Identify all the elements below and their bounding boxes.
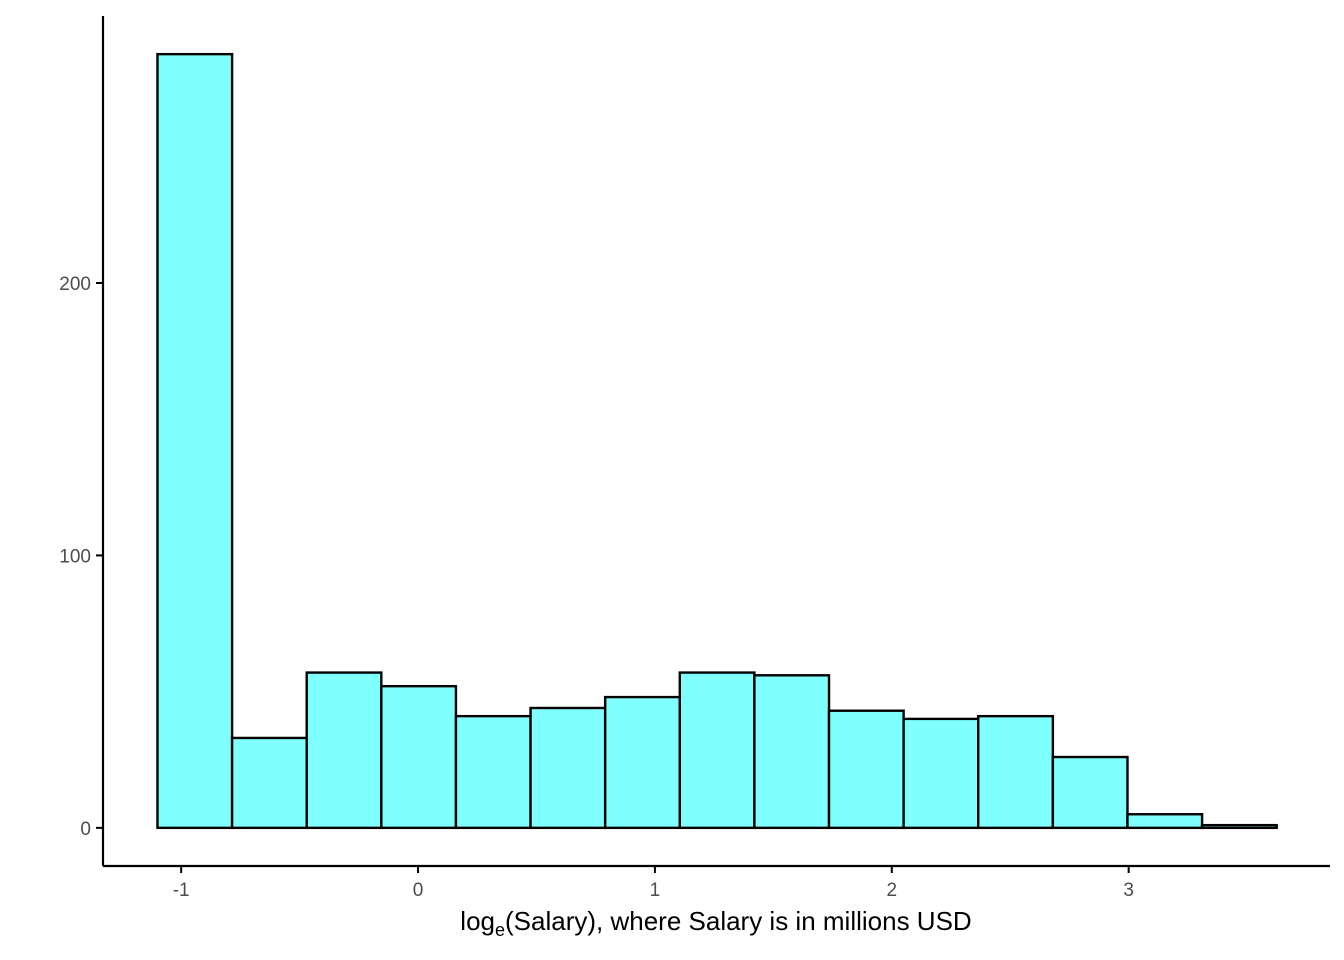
histogram-bar-14 xyxy=(1200,823,1278,830)
histogram-bar-2 xyxy=(305,671,383,830)
x-axis-ticks: -1 0 1 2 3 xyxy=(173,866,1134,901)
histogram-bar-7 xyxy=(678,671,756,830)
histogram-bar-0 xyxy=(156,52,234,830)
x-tick-label: 1 xyxy=(650,880,661,901)
x-tick-label: 0 xyxy=(413,880,424,901)
x-axis-title-suffix: (Salary), where Salary is in millions US… xyxy=(505,906,972,936)
x-tick-label: -1 xyxy=(173,880,190,901)
y-tick-label: 200 xyxy=(59,274,91,295)
histogram-bar-10 xyxy=(902,717,980,830)
histogram-bar-3 xyxy=(380,684,458,830)
histogram-bar-13 xyxy=(1126,813,1204,830)
y-tick-label: 100 xyxy=(59,546,91,567)
histogram-bar-5 xyxy=(529,706,607,830)
histogram-bar-4 xyxy=(454,714,532,830)
histogram-bar-6 xyxy=(603,695,681,830)
histogram-bar-11 xyxy=(977,714,1055,830)
histogram-bar-8 xyxy=(753,674,831,830)
y-axis-ticks: 0 100 200 xyxy=(59,274,103,840)
x-axis-title-prefix: log xyxy=(460,906,495,936)
x-tick-label: 3 xyxy=(1123,880,1134,901)
bars-group xyxy=(156,52,1278,830)
x-tick-label: 2 xyxy=(886,880,897,901)
histogram-bar-9 xyxy=(827,709,905,830)
y-tick-label: 0 xyxy=(80,819,91,840)
x-axis-title-subscript: e xyxy=(495,920,505,940)
histogram-bar-12 xyxy=(1051,755,1129,830)
histogram-bar-1 xyxy=(230,736,308,830)
x-axis-title: loge(Salary), where Salary is in million… xyxy=(460,906,971,940)
